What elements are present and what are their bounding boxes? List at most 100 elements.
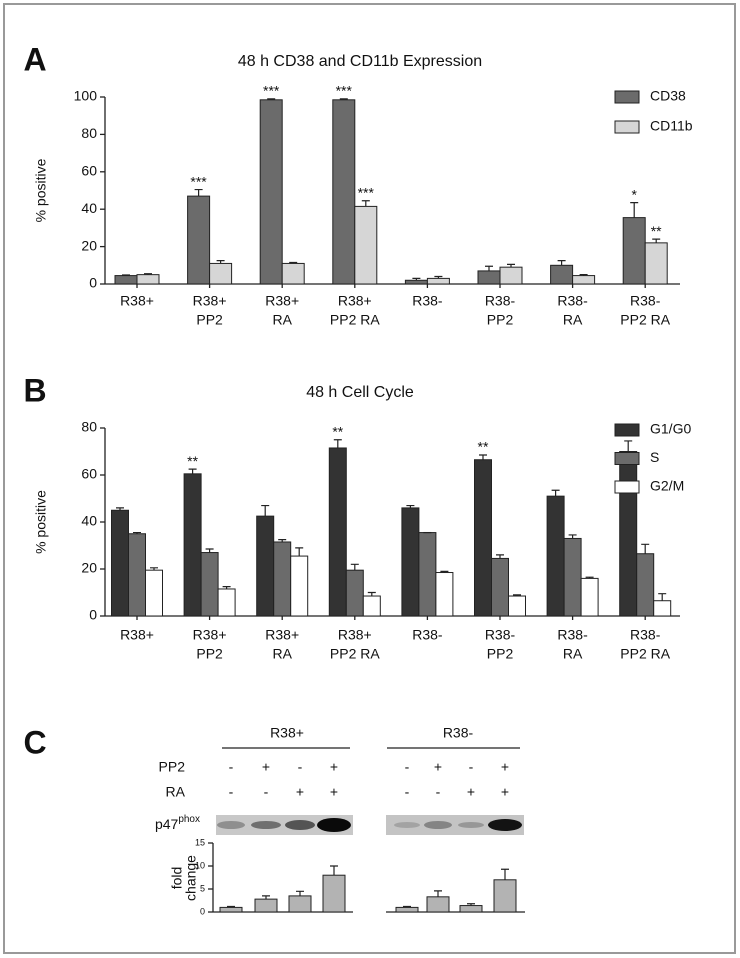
treatment-sign: - [229,759,234,775]
error-bar [361,200,370,207]
treatment-sign: - [405,759,410,775]
y-axis-label: % positive [33,490,49,554]
bar [653,600,672,617]
error-bar [641,543,650,554]
bar [499,266,523,285]
bar [128,533,146,617]
x-tick-label: R38+ [120,627,154,643]
error-bar [367,591,376,597]
x-tick-label: PP2 [487,312,514,328]
treatment-sign: - [469,759,474,775]
treatment-sign: + [330,759,338,775]
y-tick-label: 20 [81,560,97,576]
bar [290,555,309,617]
error-bar [412,277,421,281]
error-bar [216,260,225,264]
error-bar [406,504,415,508]
bar [401,507,420,617]
legend-swatch [614,90,640,104]
bar [145,569,163,617]
y-tick-label: 15 [195,837,205,847]
legend-label: CD38 [650,88,686,104]
error-bar [296,890,304,896]
y-tick-label: 0 [89,275,97,291]
error-bar [513,594,521,597]
error-bar [403,905,411,908]
error-bar [585,576,594,579]
bar [622,217,646,285]
x-tick-label: R38- [630,293,661,309]
bar [183,473,202,617]
panel-label: C [23,724,46,760]
y-tick-label: 10 [195,860,205,870]
treatment-sign: + [296,784,304,800]
x-tick-label: RA [272,646,292,662]
x-tick-label: R38+ [193,627,227,643]
bar [619,451,638,617]
row-label: RA [166,784,186,800]
error-bar [205,548,214,553]
x-tick-label: PP2 RA [620,646,670,662]
y-axis-label: change [183,855,199,901]
error-bar [507,263,515,268]
bar [572,275,596,285]
x-tick-label: R38- [412,293,443,309]
y-tick-label: 80 [81,419,97,435]
significance: *** [358,184,375,200]
error-bar [557,260,566,266]
legend-swatch [614,423,640,437]
treatment-sign: + [501,784,509,800]
treatment-sign: - [436,784,441,800]
bar [550,264,574,285]
bar [395,906,419,913]
error-bar [222,586,231,589]
bar [508,595,526,617]
error-bar [267,98,276,100]
error-bar [261,504,270,517]
bar [404,279,428,285]
error-bar [467,903,475,906]
treatment-sign: + [330,784,338,800]
error-bar [568,534,577,539]
bar [332,99,356,285]
significance: ** [187,453,198,469]
error-bar [295,547,304,557]
bar [200,552,219,617]
row-label: PP2 [159,759,186,775]
error-bar [262,895,270,900]
x-tick-label: PP2 RA [330,646,380,662]
treatment-sign: - [264,784,269,800]
x-tick-label: R38+ [120,293,154,309]
treatment-sign: + [501,759,509,775]
error-bar [630,202,639,218]
x-tick-label: R38+ [265,293,299,309]
error-bar [434,275,443,279]
bar [114,275,138,285]
x-tick-label: R38- [412,627,443,643]
y-tick-label: 60 [81,466,97,482]
error-bar [188,468,197,474]
frame [3,3,736,954]
panel-label: B [23,372,46,408]
error-bar [479,454,487,460]
group-label: R38- [443,725,474,741]
significance: ** [478,439,489,455]
significance: *** [263,83,280,99]
bar [354,205,378,285]
legend-swatch [614,120,640,134]
x-tick-label: R38- [557,627,588,643]
bar [563,537,582,617]
bar [580,577,599,617]
bar [426,277,450,285]
error-bar [330,865,338,876]
bar [256,515,275,617]
x-tick-label: R38- [630,627,661,643]
bar [435,572,454,617]
bar [111,509,129,617]
x-tick-label: R38+ [338,627,372,643]
error-bar [485,265,493,271]
bar [493,879,517,913]
band-label: p47phox [155,814,200,832]
bar [418,532,437,617]
significance: *** [336,83,353,99]
